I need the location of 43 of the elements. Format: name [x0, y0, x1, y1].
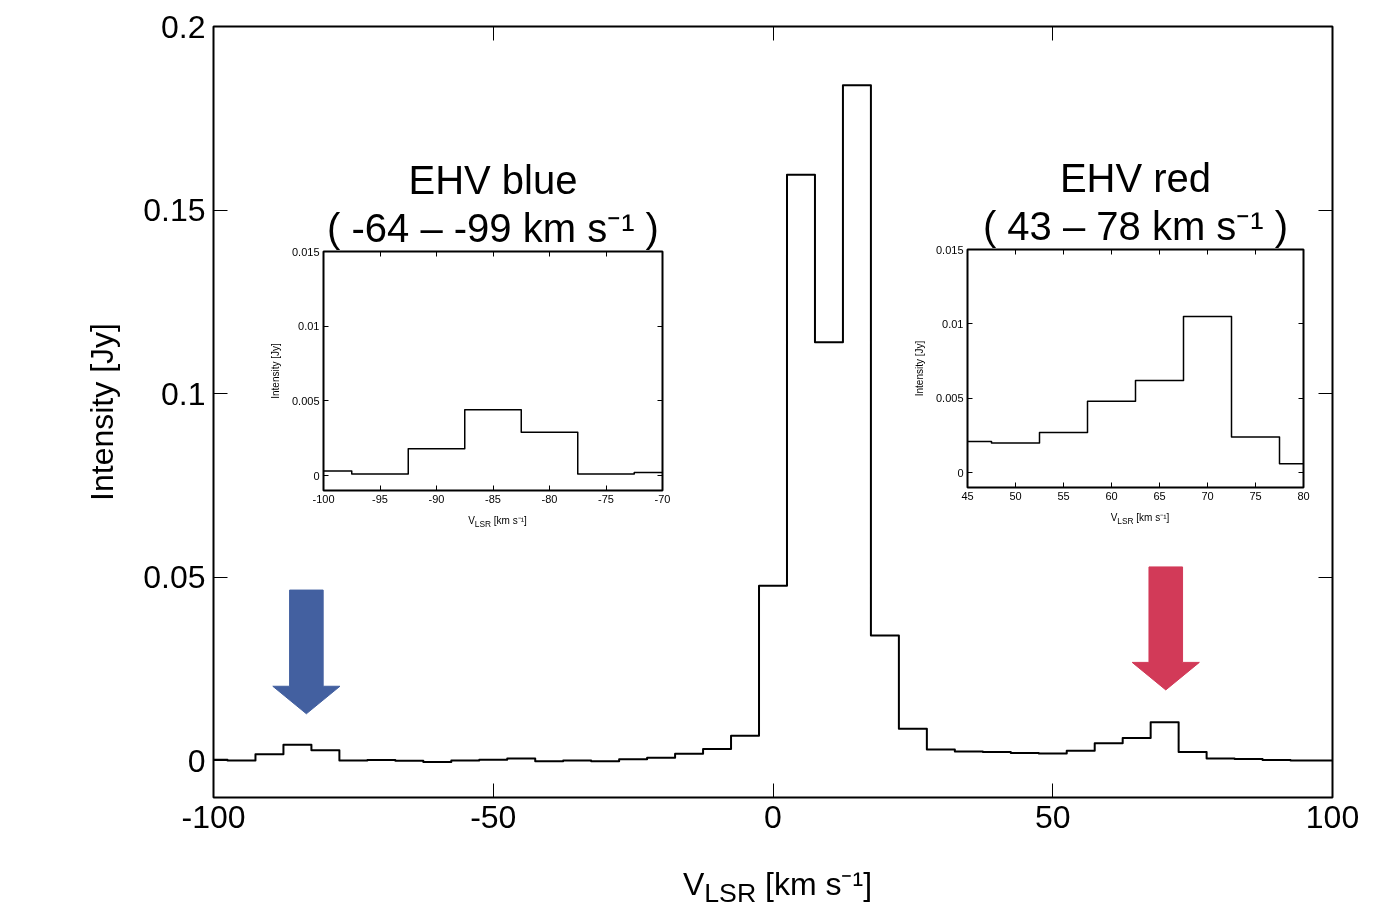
y-tick-label: 0 [313, 469, 320, 482]
y-tick-label: 0.15 [143, 192, 206, 229]
x-tick-label: 50 [1009, 489, 1022, 502]
y-tick-label: 0.005 [935, 392, 964, 405]
x-tick-label: 60 [1105, 489, 1118, 502]
y-axis-title: Intensity [Jy] [84, 323, 121, 501]
x-tick-label: -80 [541, 492, 558, 505]
y-tick-label: 0.015 [291, 245, 320, 258]
x-tick-label: 70 [1201, 489, 1214, 502]
chart-subtitle: ( -64 – -99 km s⁻¹ ) [327, 205, 659, 250]
x-tick-label: 65 [1153, 489, 1166, 502]
y-tick-label: 0 [187, 742, 206, 779]
y-tick-label: 0.01 [298, 320, 320, 333]
x-tick-label: -50 [470, 798, 517, 835]
x-tick-label: 100 [1305, 798, 1360, 835]
y-tick-label: 0.2 [161, 8, 206, 45]
x-tick-label: 80 [1297, 489, 1310, 502]
x-tick-label: -75 [598, 492, 614, 505]
chart-title: EHV red [1059, 155, 1212, 200]
x-axis-title: V$_{LSR}$ [km s⁻¹] [682, 866, 873, 909]
x-tick-label: -85 [485, 492, 501, 505]
x-tick-label: -100 [181, 798, 246, 835]
y-axis-title: Intensity [Jy] [913, 340, 925, 397]
x-tick-label: 55 [1057, 489, 1070, 502]
x-tick-label: -100 [312, 492, 335, 505]
x-tick-label: -70 [654, 492, 671, 505]
x-axis-title: V$_{LSR}$ [km s⁻¹] [1110, 512, 1170, 527]
y-tick-label: 0 [957, 466, 964, 479]
y-tick-label: 0.05 [143, 559, 206, 596]
y-axis-title: Intensity [Jy] [269, 342, 281, 399]
x-axis-title: V$_{LSR}$ [km s⁻¹] [468, 515, 527, 530]
x-tick-label: -95 [372, 492, 388, 505]
chart-subtitle: ( 43 – 78 km s⁻¹ ) [982, 203, 1289, 248]
y-tick-label: 0.1 [161, 375, 206, 412]
x-tick-label: 75 [1249, 489, 1262, 502]
chart-title: EHV blue [408, 157, 578, 202]
y-tick-label: 0.01 [942, 317, 964, 330]
x-tick-label: 50 [1034, 798, 1071, 835]
x-tick-label: 0 [764, 798, 782, 835]
x-tick-label: -90 [428, 492, 445, 505]
y-tick-label: 0.015 [935, 243, 964, 256]
x-tick-label: 45 [961, 489, 974, 502]
y-tick-label: 0.005 [291, 394, 320, 407]
